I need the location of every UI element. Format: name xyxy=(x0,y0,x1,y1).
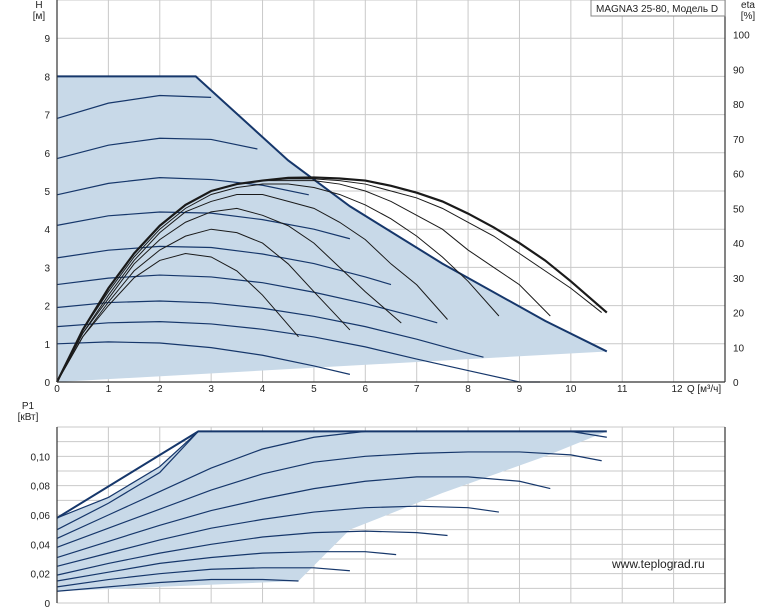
y-tick-label: 9 xyxy=(44,34,50,45)
efficiency-curve-0 xyxy=(56,252,299,383)
y-tick-label: 5 xyxy=(44,187,50,198)
y2-tick-label: 60 xyxy=(733,170,745,181)
y-tick-label: 3 xyxy=(44,263,50,274)
power-curve-1 xyxy=(56,567,350,588)
p1-tick-label: 0,10 xyxy=(31,452,51,463)
y2-axis-unit: [%] xyxy=(741,11,756,22)
y2-tick-label: 10 xyxy=(733,343,745,354)
y-tick-label: 7 xyxy=(44,111,50,122)
y2-tick-label: 80 xyxy=(733,100,745,111)
y-tick-label: 2 xyxy=(44,302,50,313)
y2-tick-label: 20 xyxy=(733,309,745,320)
max-curve xyxy=(57,75,608,353)
y2-tick-label: 0 xyxy=(733,378,739,389)
y2-tick-label: 90 xyxy=(733,65,745,76)
head-curve-1 xyxy=(56,137,258,160)
head-curve-7 xyxy=(56,321,541,383)
x-tick-label: 11 xyxy=(617,384,628,395)
chart-title-box: MAGNA3 25-80, Модель D xyxy=(590,0,726,17)
y-axis-label: H xyxy=(35,0,42,11)
power-curve-3 xyxy=(56,530,448,576)
power-max-line xyxy=(56,430,607,519)
x-tick-label: 7 xyxy=(414,384,420,395)
power-curve-2 xyxy=(56,551,397,582)
y2-tick-label: 70 xyxy=(733,135,745,146)
head-curve-2 xyxy=(56,177,309,196)
head-chart: 0 1 2 3 4 5 6 7 8 9 10 1101234567890102030405060708… xyxy=(44,0,750,395)
y-tick-label: 1 xyxy=(44,340,50,351)
y2-tick-label: 30 xyxy=(733,274,745,285)
efficiency-curve-3 xyxy=(56,193,448,383)
operating-area xyxy=(57,76,607,383)
y2-tick-label: 50 xyxy=(733,204,745,215)
head-curve-5 xyxy=(56,274,438,324)
p1-tick-label: 0,08 xyxy=(31,482,51,493)
y-axis-unit: [м] xyxy=(33,11,46,22)
power-curve-5 xyxy=(56,476,551,559)
y-tick-label: 6 xyxy=(44,149,50,160)
x-tick-label: 3 xyxy=(208,384,214,395)
power-curve-8 xyxy=(56,430,199,531)
head-curve-0 xyxy=(56,94,212,119)
x-tick-label: 5 xyxy=(311,384,317,395)
p1-tick-label: 0,02 xyxy=(31,570,51,581)
x-tick-label: 8 xyxy=(465,384,471,395)
power-curve-6 xyxy=(56,451,602,548)
y-tick-label: 0 xyxy=(44,378,50,389)
head-curve-6 xyxy=(56,300,484,358)
y-tick-label: 8 xyxy=(44,72,50,83)
x-tick-label: 0 xyxy=(54,384,60,395)
power-curve-9 xyxy=(56,430,199,519)
efficiency-curve-2 xyxy=(56,207,402,383)
best-efficiency-curve xyxy=(56,176,608,383)
power-operating-area xyxy=(57,431,607,592)
y-tick-label: 4 xyxy=(44,225,50,236)
p1-tick-label: 0,04 xyxy=(31,540,51,551)
p1-axis-unit: [кВт] xyxy=(18,412,39,423)
p1-tick-label: 0 xyxy=(44,599,50,610)
x-axis-tick-12: 12 xyxy=(671,384,683,395)
x-tick-label: 1 xyxy=(106,384,112,395)
x-tick-label: 6 xyxy=(363,384,369,395)
efficiency-curve-1 xyxy=(56,228,351,383)
power-chart: 0 0,02 0,04 0,06 0,08 0,10 xyxy=(31,426,726,610)
power-curve-4 xyxy=(56,505,499,567)
x-tick-label: 4 xyxy=(260,384,266,395)
y2-tick-label: 100 xyxy=(733,31,750,42)
power-curve-0 xyxy=(56,578,299,592)
efficiency-curve-4 xyxy=(56,183,500,383)
p1-axis-label: P1 xyxy=(22,401,35,412)
watermark: www.teplograd.ru xyxy=(611,557,705,571)
x-axis-label: Q [м³/ч] xyxy=(687,384,722,395)
head-curve-4 xyxy=(56,245,392,286)
x-tick-label: 9 xyxy=(517,384,523,395)
head-curve-8 xyxy=(56,341,351,375)
x-tick-label: 10 xyxy=(565,384,577,395)
chart-title: MAGNA3 25-80, Модель D xyxy=(596,4,718,15)
head-curve-3 xyxy=(56,211,351,240)
p1-tick-label: 0,06 xyxy=(31,511,51,522)
y2-axis-label: eta xyxy=(741,0,755,11)
x-tick-label: 2 xyxy=(157,384,163,395)
chart-labels: H [м] eta [%] 12 Q [м³/ч] P1 [кВт] www.t… xyxy=(18,0,756,571)
y2-tick-label: 40 xyxy=(733,239,745,250)
